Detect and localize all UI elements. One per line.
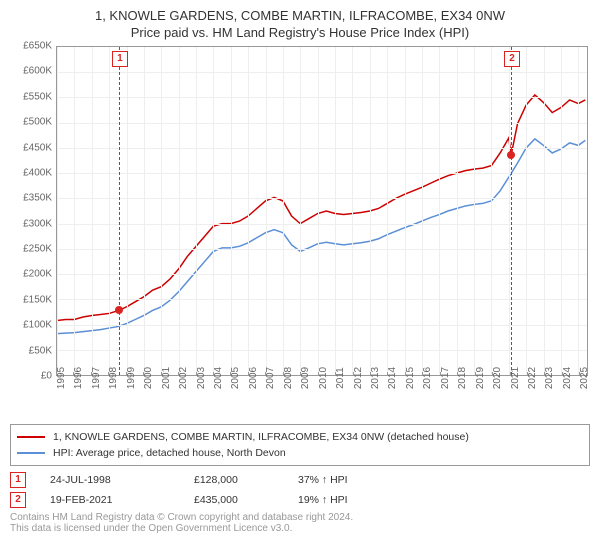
- y-tick-label: £600K: [23, 66, 52, 77]
- marker-dot: [507, 151, 515, 159]
- x-tick-label: 1995: [56, 367, 67, 389]
- plot-box: £0£50K£100K£150K£200K£250K£300K£350K£400…: [56, 46, 588, 376]
- footnote-line: Contains HM Land Registry data © Crown c…: [10, 512, 590, 523]
- x-tick-label: 2010: [318, 367, 329, 389]
- legend-label: 1, KNOWLE GARDENS, COMBE MARTIN, ILFRACO…: [53, 431, 469, 443]
- marker-badge: 2: [504, 51, 520, 67]
- transaction-row: 2 19-FEB-2021 £435,000 19% ↑ HPI: [10, 490, 590, 510]
- y-tick-label: £650K: [23, 41, 52, 52]
- transaction-date: 24-JUL-1998: [50, 474, 170, 486]
- legend: 1, KNOWLE GARDENS, COMBE MARTIN, ILFRACO…: [10, 424, 590, 466]
- x-tick-label: 1997: [91, 367, 102, 389]
- transaction-delta: 19% ↑ HPI: [298, 494, 398, 506]
- transaction-price: £128,000: [194, 474, 274, 486]
- x-tick-label: 2009: [300, 367, 311, 389]
- x-tick-label: 2014: [387, 367, 398, 389]
- chart-subtitle: Price paid vs. HM Land Registry's House …: [10, 25, 590, 40]
- x-tick-label: 2011: [335, 367, 346, 389]
- legend-row: 1, KNOWLE GARDENS, COMBE MARTIN, ILFRACO…: [17, 429, 583, 445]
- y-tick-label: £350K: [23, 193, 52, 204]
- transaction-row: 1 24-JUL-1998 £128,000 37% ↑ HPI: [10, 470, 590, 490]
- x-tick-label: 2022: [527, 367, 538, 389]
- x-axis-labels: 1995199619971998199920002001200220032004…: [56, 376, 588, 410]
- x-tick-label: 2000: [143, 367, 154, 389]
- marker-dot: [115, 306, 123, 314]
- x-tick-label: 2019: [475, 367, 486, 389]
- transaction-price: £435,000: [194, 494, 274, 506]
- transaction-date: 19-FEB-2021: [50, 494, 170, 506]
- transaction-badge: 1: [10, 472, 26, 488]
- x-tick-label: 2018: [457, 367, 468, 389]
- transaction-badge: 2: [10, 492, 26, 508]
- y-tick-label: £200K: [23, 269, 52, 280]
- marker-line: [511, 47, 512, 375]
- y-tick-label: £0: [41, 371, 52, 382]
- y-tick-label: £500K: [23, 117, 52, 128]
- transactions-table: 1 24-JUL-1998 £128,000 37% ↑ HPI 2 19-FEB-202…: [10, 470, 590, 510]
- x-tick-label: 2001: [161, 367, 172, 389]
- y-tick-label: £400K: [23, 167, 52, 178]
- x-tick-label: 2023: [544, 367, 555, 389]
- marker-badge: 1: [112, 51, 128, 67]
- marker-line: [119, 47, 120, 375]
- legend-swatch: [17, 452, 45, 454]
- y-tick-label: £50K: [29, 345, 52, 356]
- x-tick-label: 2003: [196, 367, 207, 389]
- x-tick-label: 2016: [422, 367, 433, 389]
- y-axis-labels: £0£50K£100K£150K£200K£250K£300K£350K£400…: [10, 46, 54, 376]
- x-tick-label: 2017: [440, 367, 451, 389]
- legend-swatch: [17, 436, 45, 438]
- line-series-svg: [57, 47, 587, 375]
- footnote: Contains HM Land Registry data © Crown c…: [10, 512, 590, 534]
- x-tick-label: 1996: [73, 367, 84, 389]
- legend-label: HPI: Average price, detached house, Nort…: [53, 447, 286, 459]
- x-tick-label: 1998: [108, 367, 119, 389]
- chart-title: 1, KNOWLE GARDENS, COMBE MARTIN, ILFRACO…: [10, 8, 590, 23]
- y-tick-label: £100K: [23, 320, 52, 331]
- y-tick-label: £300K: [23, 218, 52, 229]
- y-tick-label: £250K: [23, 244, 52, 255]
- x-tick-label: 2008: [283, 367, 294, 389]
- footnote-line: This data is licensed under the Open Gov…: [10, 523, 590, 534]
- y-tick-label: £450K: [23, 142, 52, 153]
- x-tick-label: 2020: [492, 367, 503, 389]
- x-tick-label: 2024: [562, 367, 573, 389]
- x-tick-label: 2015: [405, 367, 416, 389]
- legend-row: HPI: Average price, detached house, Nort…: [17, 445, 583, 461]
- y-tick-label: £550K: [23, 91, 52, 102]
- x-tick-label: 2025: [579, 367, 590, 389]
- x-tick-label: 2005: [230, 367, 241, 389]
- x-tick-label: 2007: [265, 367, 276, 389]
- transaction-delta: 37% ↑ HPI: [298, 474, 398, 486]
- x-tick-label: 2004: [213, 367, 224, 389]
- x-tick-label: 2006: [248, 367, 259, 389]
- chart-container: 1, KNOWLE GARDENS, COMBE MARTIN, ILFRACO…: [0, 0, 600, 416]
- x-tick-label: 2002: [178, 367, 189, 389]
- plot-area: 12: [56, 46, 588, 376]
- x-tick-label: 2021: [510, 367, 521, 389]
- x-tick-label: 2013: [370, 367, 381, 389]
- y-tick-label: £150K: [23, 294, 52, 305]
- series-hpi: [57, 139, 585, 334]
- x-tick-label: 2012: [353, 367, 364, 389]
- series-price_paid: [57, 95, 585, 321]
- x-tick-label: 1999: [126, 367, 137, 389]
